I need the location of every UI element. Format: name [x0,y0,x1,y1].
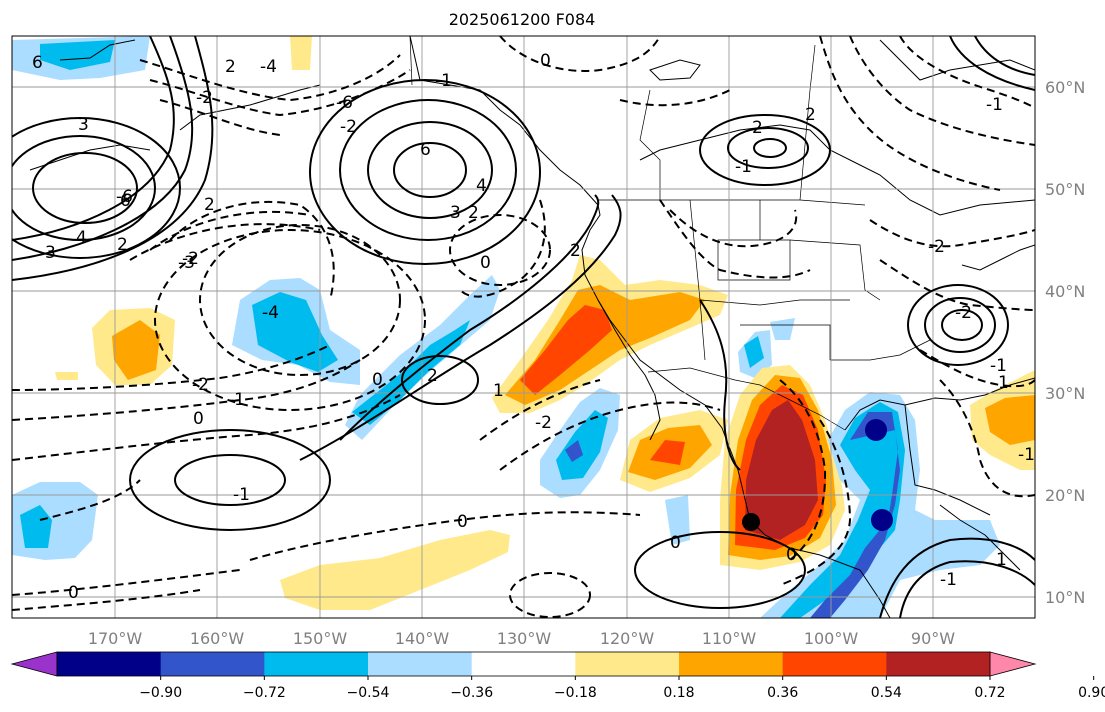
contour-label: -2 [535,413,552,433]
contour-labels: 6 3 -2 2 -4 4 3 2 -2 2 6 3 2 6 -4 -2 2 -… [32,51,1035,603]
markers [742,513,760,531]
lat-label: 40°N [1045,282,1085,301]
colorbar-tick-label: −0.36 [450,685,493,701]
colorbar-tick-label: −0.54 [347,685,390,701]
lon-label: 130°W [497,629,552,648]
contour-label: 1 [998,373,1009,393]
colorbar-cell [264,652,369,676]
contour-label: -4 [260,57,277,77]
contour-label: -6 [116,187,133,207]
colorbar: −0.90 −0.72 −0.54 −0.36 −0.18 0.18 0.36 0.54 0.7… [10,651,1105,701]
contour-label: -2 [955,303,972,323]
contour-label: 3 [78,115,89,135]
contour-label: 2 [117,235,128,255]
colorbar-cell [57,652,162,676]
lon-label: 110°W [702,629,757,648]
contour-label: 6 [120,191,131,211]
lon-label: 90°W [911,629,955,648]
contour-label: 1 [493,381,504,401]
contour-label: 2 [570,241,581,261]
lon-label: 150°W [293,629,348,648]
colorbar-tick-label: −0.90 [139,685,182,701]
colorbar-tick-label: 0.18 [663,685,694,701]
colorbar-cell [160,652,265,676]
map-title: 2025061200 F084 [449,10,596,29]
contour-label: -2 [928,237,945,257]
contour-label: -1 [990,356,1007,376]
contour-label: -2 [196,88,213,108]
contour-label: 0 [480,253,491,273]
contour-label: 2 [468,203,479,223]
contour-label: 0 [457,512,468,532]
colorbar-tick-label: −0.18 [554,685,597,701]
gridlines [12,36,1035,618]
contour-label: 4 [476,176,487,196]
contour-label: -2 [182,249,199,269]
colorbar-tick-label: −0.72 [243,685,286,701]
contour-label: -1 [435,71,452,91]
lat-label: 20°N [1045,486,1085,505]
colorbar-cell [782,652,887,676]
political-borders [409,36,931,431]
lat-label: 60°N [1045,78,1085,97]
contour-label: -1 [1018,445,1035,465]
contour-label: -6 [336,93,353,113]
contour-label: 6 [420,140,431,160]
contour-label: 4 [76,228,87,248]
lon-label: 140°W [395,629,450,648]
contour-label: 0 [540,51,551,71]
contour-label: 6 [32,53,43,73]
contour-label: -3 [178,253,195,273]
contour-label: 2 [225,57,236,77]
contour-label: -1 [233,485,250,505]
contour-label: -2 [192,375,209,395]
contour-label: 0 [372,370,383,390]
colorbar-cell [679,652,784,676]
lon-label: 160°W [190,629,245,648]
colorbar-outline [56,651,991,677]
negative-contours [12,36,1035,618]
colorbar-cell [368,652,473,676]
contour-label: -1 [228,390,245,410]
map-frame [11,35,1036,619]
contour-label: 0 [68,583,79,603]
contour-label: 0 [786,545,797,565]
lat-label: 50°N [1045,180,1085,199]
contour-label: -4 [262,303,279,323]
lat-label: 10°N [1045,588,1085,607]
colorbar-extend-left [10,651,58,677]
contour-label: 1 [996,550,1007,570]
contour-label: -1 [735,157,752,177]
positive-contours [12,36,1035,618]
contour-label: 2 [204,195,215,215]
contour-label: 3 [450,203,461,223]
colorbar-extend-right [989,651,1037,677]
lon-label: 170°W [88,629,143,648]
latitude-labels: 60°N 50°N 40°N 30°N 20°N 10°N [1045,78,1085,607]
colorbar-tick-label: 0.36 [767,685,798,701]
lon-label: 120°W [600,629,655,648]
lat-label: 30°N [1045,384,1085,403]
contour-label: 0 [193,409,204,429]
colorbar-tick-label: 0.54 [871,685,902,701]
colorbar-cell [575,652,680,676]
contour-label: -1 [940,570,957,590]
black-dot-marker [742,513,760,531]
contour-label: 3 [45,243,56,263]
longitude-labels: 170°W 160°W 150°W 140°W 130°W 120°W 110°… [88,629,955,648]
lon-label: 100°W [804,629,859,648]
contour-label: 0 [670,533,681,553]
colorbar-tick-label: 0.90 [1078,685,1105,701]
map-panel: 6 3 -2 2 -4 4 3 2 -2 2 6 3 2 6 -4 -2 2 -… [11,35,1036,619]
colorbar-cell [886,652,991,676]
contour-label: -2 [340,117,357,137]
contour-label: 2 [805,105,816,125]
colorbar-cell [471,652,576,676]
colorbar-tick-label: 0.72 [974,685,1005,701]
contour-label: 2 [752,118,763,138]
contour-label: -1 [986,95,1003,115]
contour-label: 2 [427,366,438,386]
